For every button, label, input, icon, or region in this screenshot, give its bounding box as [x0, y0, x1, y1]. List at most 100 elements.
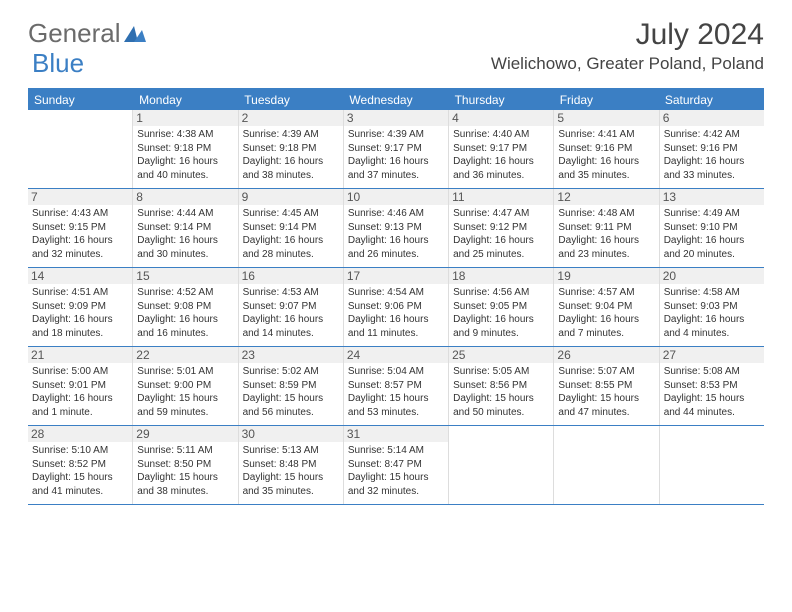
month-title: July 2024	[491, 18, 764, 52]
day-cell-2: 2Sunrise: 4:39 AMSunset: 9:18 PMDaylight…	[239, 110, 344, 188]
day-number: 25	[449, 347, 553, 363]
day-number: 8	[133, 189, 237, 205]
day-cell-26: 26Sunrise: 5:07 AMSunset: 8:55 PMDayligh…	[554, 347, 659, 425]
sunrise-text: Sunrise: 4:45 AM	[243, 207, 339, 221]
day-details: Sunrise: 5:02 AMSunset: 8:59 PMDaylight:…	[243, 365, 339, 419]
sunset-text: Sunset: 9:18 PM	[137, 142, 233, 156]
day-number: 24	[344, 347, 448, 363]
page-header: General July 2024 Wielichowo, Greater Po…	[0, 0, 792, 80]
sunrise-text: Sunrise: 4:41 AM	[558, 128, 654, 142]
day-cell-1: 1Sunrise: 4:38 AMSunset: 9:18 PMDaylight…	[133, 110, 238, 188]
sunset-text: Sunset: 9:08 PM	[137, 300, 233, 314]
day-details: Sunrise: 5:05 AMSunset: 8:56 PMDaylight:…	[453, 365, 549, 419]
day-cell-20: 20Sunrise: 4:58 AMSunset: 9:03 PMDayligh…	[660, 268, 764, 346]
day-details: Sunrise: 5:00 AMSunset: 9:01 PMDaylight:…	[32, 365, 128, 419]
sunrise-text: Sunrise: 5:14 AM	[348, 444, 444, 458]
daylight-text: Daylight: 16 hours and 14 minutes.	[243, 313, 339, 340]
day-header-tuesday: Tuesday	[238, 90, 343, 110]
day-number: 31	[344, 426, 448, 442]
day-header-saturday: Saturday	[659, 90, 764, 110]
sunset-text: Sunset: 9:11 PM	[558, 221, 654, 235]
sunset-text: Sunset: 9:01 PM	[32, 379, 128, 393]
day-details: Sunrise: 4:39 AMSunset: 9:17 PMDaylight:…	[348, 128, 444, 182]
day-cell-5: 5Sunrise: 4:41 AMSunset: 9:16 PMDaylight…	[554, 110, 659, 188]
day-details: Sunrise: 4:56 AMSunset: 9:05 PMDaylight:…	[453, 286, 549, 340]
sunrise-text: Sunrise: 4:56 AM	[453, 286, 549, 300]
sunrise-text: Sunrise: 4:51 AM	[32, 286, 128, 300]
day-number: 9	[239, 189, 343, 205]
empty-cell	[28, 110, 133, 188]
day-cell-14: 14 Sunrise: 4:51 AMSunset: 9:09 PMDayligh…	[28, 268, 133, 346]
day-number: 12	[554, 189, 658, 205]
day-cell-31: 31Sunrise: 5:14 AMSunset: 8:47 PMDayligh…	[344, 426, 449, 504]
sunrise-text: Sunrise: 4:39 AM	[243, 128, 339, 142]
sunset-text: Sunset: 9:05 PM	[453, 300, 549, 314]
week-row: 1Sunrise: 4:38 AMSunset: 9:18 PMDaylight…	[28, 110, 764, 189]
day-cell-23: 23Sunrise: 5:02 AMSunset: 8:59 PMDayligh…	[239, 347, 344, 425]
daylight-text: Daylight: 16 hours and 16 minutes.	[137, 313, 233, 340]
day-number: 17	[344, 268, 448, 284]
daylight-text: Daylight: 16 hours and 32 minutes.	[32, 234, 128, 261]
daylight-text: Daylight: 16 hours and 28 minutes.	[243, 234, 339, 261]
day-number: 16	[239, 268, 343, 284]
sunrise-text: Sunrise: 5:10 AM	[32, 444, 128, 458]
daylight-text: Daylight: 16 hours and 35 minutes.	[558, 155, 654, 182]
empty-cell	[449, 426, 554, 504]
day-header-friday: Friday	[554, 90, 659, 110]
day-details: Sunrise: 4:42 AMSunset: 9:16 PMDaylight:…	[664, 128, 760, 182]
sunset-text: Sunset: 8:59 PM	[243, 379, 339, 393]
sunrise-text: Sunrise: 4:42 AM	[664, 128, 760, 142]
sunrise-text: Sunrise: 4:52 AM	[137, 286, 233, 300]
daylight-text: Daylight: 16 hours and 40 minutes.	[137, 155, 233, 182]
daylight-text: Daylight: 16 hours and 18 minutes.	[32, 313, 128, 340]
sunrise-text: Sunrise: 4:38 AM	[137, 128, 233, 142]
sunrise-text: Sunrise: 5:05 AM	[453, 365, 549, 379]
daylight-text: Daylight: 16 hours and 38 minutes.	[243, 155, 339, 182]
day-number: 14	[28, 268, 132, 284]
day-number: 7	[28, 189, 132, 205]
day-cell-9: 9Sunrise: 4:45 AMSunset: 9:14 PMDaylight…	[239, 189, 344, 267]
sunrise-text: Sunrise: 4:39 AM	[348, 128, 444, 142]
sunrise-text: Sunrise: 4:48 AM	[558, 207, 654, 221]
sunset-text: Sunset: 9:06 PM	[348, 300, 444, 314]
daylight-text: Daylight: 16 hours and 30 minutes.	[137, 234, 233, 261]
day-number: 15	[133, 268, 237, 284]
daylight-text: Daylight: 15 hours and 47 minutes.	[558, 392, 654, 419]
daylight-text: Daylight: 15 hours and 50 minutes.	[453, 392, 549, 419]
daylight-text: Daylight: 16 hours and 36 minutes.	[453, 155, 549, 182]
sunrise-text: Sunrise: 4:49 AM	[664, 207, 760, 221]
day-number: 6	[660, 110, 764, 126]
logo-text-blue: Blue	[32, 48, 84, 79]
empty-cell	[554, 426, 659, 504]
week-row: 7Sunrise: 4:43 AMSunset: 9:15 PMDaylight…	[28, 189, 764, 268]
sunset-text: Sunset: 9:04 PM	[558, 300, 654, 314]
day-details: Sunrise: 4:52 AMSunset: 9:08 PMDaylight:…	[137, 286, 233, 340]
day-details: Sunrise: 4:51 AMSunset: 9:09 PMDaylight:…	[32, 286, 128, 340]
day-details: Sunrise: 5:07 AMSunset: 8:55 PMDaylight:…	[558, 365, 654, 419]
day-details: Sunrise: 4:40 AMSunset: 9:17 PMDaylight:…	[453, 128, 549, 182]
daylight-text: Daylight: 16 hours and 1 minute.	[32, 392, 128, 419]
day-header-sunday: Sunday	[28, 90, 133, 110]
day-cell-21: 21Sunrise: 5:00 AMSunset: 9:01 PMDayligh…	[28, 347, 133, 425]
day-cell-27: 27Sunrise: 5:08 AMSunset: 8:53 PMDayligh…	[660, 347, 764, 425]
day-cell-17: 17Sunrise: 4:54 AMSunset: 9:06 PMDayligh…	[344, 268, 449, 346]
day-cell-16: 16Sunrise: 4:53 AMSunset: 9:07 PMDayligh…	[239, 268, 344, 346]
daylight-text: Daylight: 16 hours and 20 minutes.	[664, 234, 760, 261]
daylight-text: Daylight: 16 hours and 23 minutes.	[558, 234, 654, 261]
day-cell-3: 3 Sunrise: 4:39 AMSunset: 9:17 PMDaylight…	[344, 110, 449, 188]
location-text: Wielichowo, Greater Poland, Poland	[491, 54, 764, 74]
day-details: Sunrise: 4:58 AMSunset: 9:03 PMDaylight:…	[664, 286, 760, 340]
day-cell-28: 28Sunrise: 5:10 AMSunset: 8:52 PMDayligh…	[28, 426, 133, 504]
sunset-text: Sunset: 8:55 PM	[558, 379, 654, 393]
week-row: 14 Sunrise: 4:51 AMSunset: 9:09 PMDayligh…	[28, 268, 764, 347]
sunset-text: Sunset: 9:16 PM	[664, 142, 760, 156]
day-number: 3	[344, 110, 448, 126]
logo: General	[28, 18, 148, 49]
day-cell-10: 10Sunrise: 4:46 AMSunset: 9:13 PMDayligh…	[344, 189, 449, 267]
day-details: Sunrise: 4:44 AMSunset: 9:14 PMDaylight:…	[137, 207, 233, 261]
sunrise-text: Sunrise: 4:57 AM	[558, 286, 654, 300]
sunrise-text: Sunrise: 4:47 AM	[453, 207, 549, 221]
daylight-text: Daylight: 15 hours and 32 minutes.	[348, 471, 444, 498]
day-details: Sunrise: 5:04 AMSunset: 8:57 PMDaylight:…	[348, 365, 444, 419]
week-row: 21Sunrise: 5:00 AMSunset: 9:01 PMDayligh…	[28, 347, 764, 426]
